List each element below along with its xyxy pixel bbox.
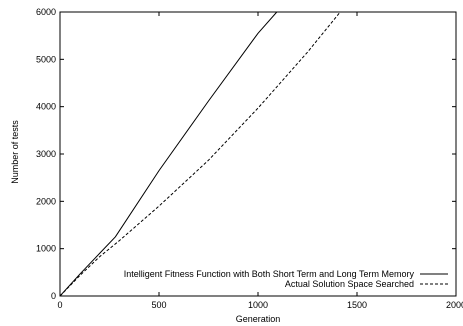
y-tick-label: 5000 [36, 54, 56, 64]
series-line-2 [60, 12, 341, 296]
y-tick-label: 3000 [36, 149, 56, 159]
y-tick-label: 1000 [36, 244, 56, 254]
x-tick-label: 1000 [248, 300, 268, 310]
x-tick-label: 0 [57, 300, 62, 310]
x-tick-label: 500 [151, 300, 166, 310]
series-line-1 [60, 12, 278, 296]
y-axis-label: Number of tests [10, 120, 20, 184]
legend-label-1: Intelligent Fitness Function with Both S… [124, 269, 415, 279]
tick-labels: 0 500 1000 1500 2000 0 1000 2000 3000 4000 5000 600… [36, 7, 463, 310]
y-tick-label: 0 [51, 291, 56, 301]
x-axis-label: Generation [236, 314, 281, 324]
x-tick-label: 2000 [446, 300, 463, 310]
plot-area [60, 12, 341, 296]
y-tick-label: 4000 [36, 102, 56, 112]
legend-label-2: Actual Solution Space Searched [285, 279, 414, 289]
y-tick-label: 2000 [36, 196, 56, 206]
legend: Intelligent Fitness Function with Both S… [124, 269, 448, 289]
y-tick-label: 6000 [36, 7, 56, 17]
axes [59, 11, 457, 297]
x-tick-label: 1500 [347, 300, 367, 310]
